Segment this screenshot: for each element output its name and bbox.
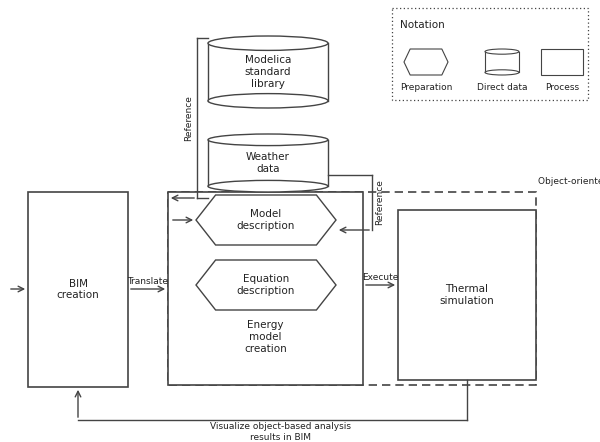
FancyBboxPatch shape: [485, 52, 519, 72]
Text: Preparation: Preparation: [400, 84, 452, 92]
FancyBboxPatch shape: [28, 192, 128, 387]
FancyBboxPatch shape: [208, 43, 328, 101]
Text: Weather
data: Weather data: [246, 152, 290, 174]
Text: Model
description: Model description: [237, 209, 295, 231]
Text: Translate: Translate: [128, 278, 169, 286]
Text: Energy
model
creation: Energy model creation: [244, 320, 287, 354]
FancyBboxPatch shape: [208, 140, 328, 186]
Text: Process: Process: [545, 84, 579, 92]
Text: Reference: Reference: [376, 179, 385, 225]
Text: Equation
description: Equation description: [237, 274, 295, 296]
Text: Thermal
simulation: Thermal simulation: [440, 284, 494, 306]
Ellipse shape: [208, 36, 328, 50]
Text: Notation: Notation: [400, 20, 445, 30]
Polygon shape: [404, 49, 448, 75]
FancyBboxPatch shape: [541, 49, 583, 75]
Ellipse shape: [208, 180, 328, 192]
Ellipse shape: [208, 94, 328, 108]
Ellipse shape: [208, 134, 328, 145]
Ellipse shape: [485, 49, 519, 54]
Text: Modelica
standard
library: Modelica standard library: [245, 55, 291, 88]
Polygon shape: [196, 195, 336, 245]
Text: Object-oriented physical modeling: Object-oriented physical modeling: [538, 177, 600, 186]
Polygon shape: [196, 260, 336, 310]
Ellipse shape: [485, 70, 519, 75]
Text: BIM
creation: BIM creation: [56, 279, 100, 300]
FancyBboxPatch shape: [168, 192, 363, 385]
Text: Execute: Execute: [362, 274, 398, 282]
FancyBboxPatch shape: [398, 210, 536, 380]
Text: Reference: Reference: [185, 95, 193, 141]
Text: Visualize object-based analysis
results in BIM: Visualize object-based analysis results …: [209, 422, 350, 442]
Text: Direct data: Direct data: [477, 84, 527, 92]
